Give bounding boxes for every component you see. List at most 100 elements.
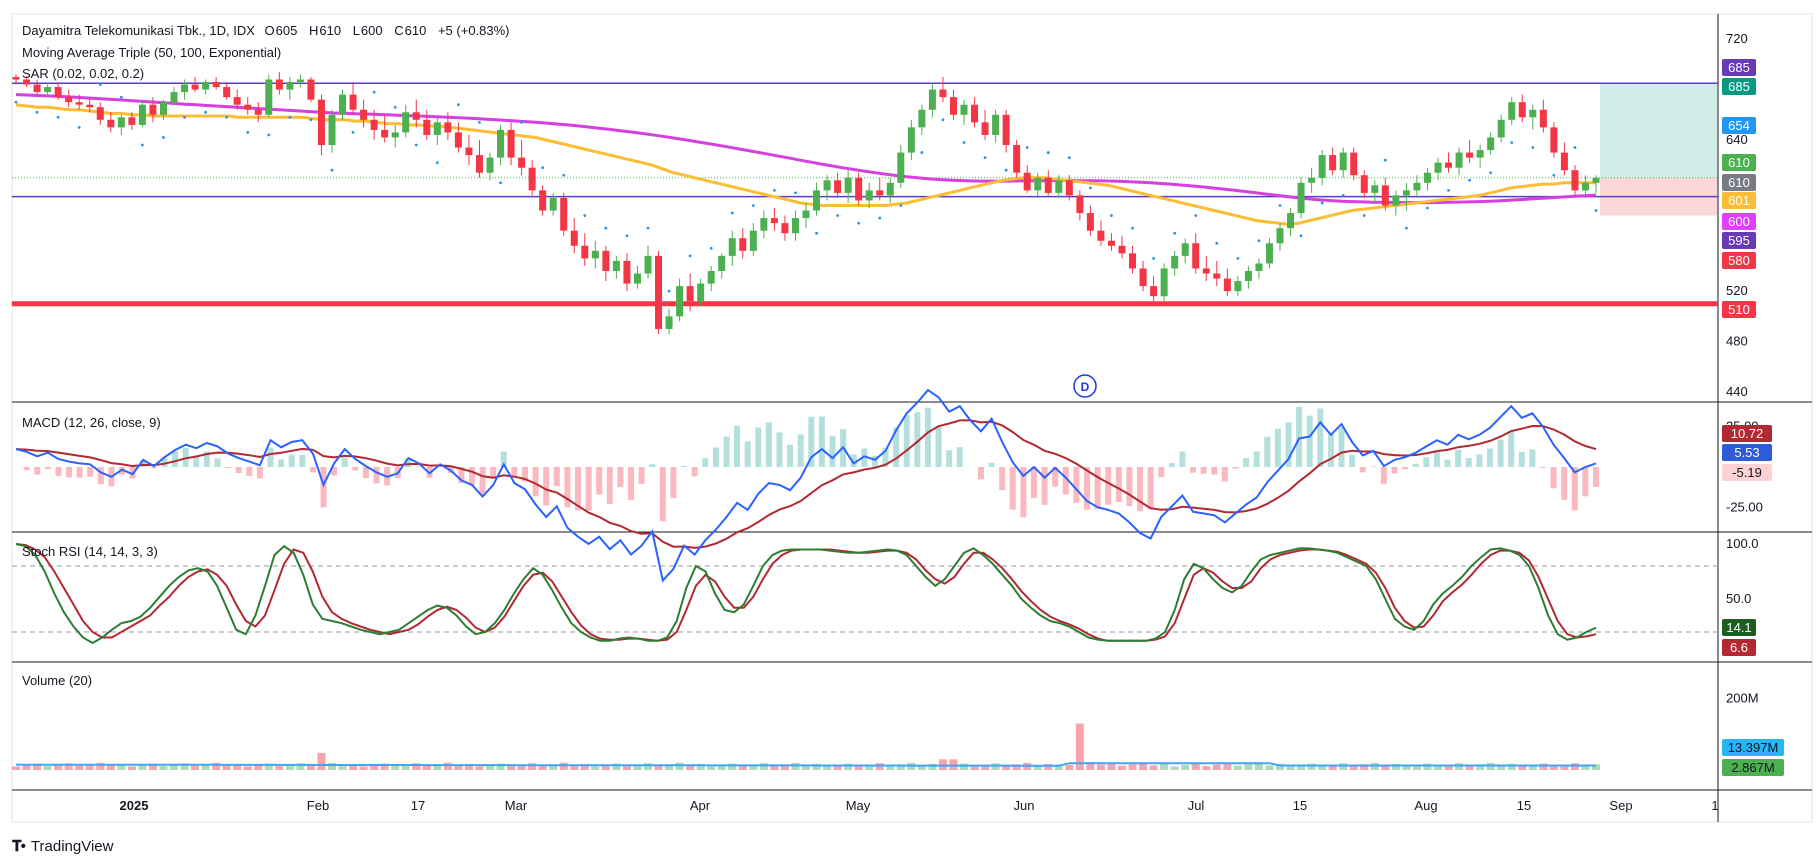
sar-legend[interactable]: SAR (0.02, 0.02, 0.2)	[22, 66, 145, 81]
price-axis-badge-label: 580	[1728, 253, 1750, 268]
macd-histogram-bar	[1412, 463, 1419, 467]
macd-histogram-bar	[1338, 427, 1345, 467]
volume-bar	[517, 764, 526, 770]
macd-histogram-bar	[1264, 436, 1271, 467]
candle	[1287, 213, 1295, 229]
candle	[12, 76, 20, 80]
candle	[1076, 195, 1084, 214]
symbol-title: Dayamitra Telekomunikasi Tbk., 1D, IDX	[22, 23, 255, 38]
candle	[107, 119, 115, 128]
candle	[44, 87, 52, 93]
candle	[475, 155, 483, 173]
candle	[286, 82, 294, 90]
volume-bar	[64, 763, 73, 770]
time-tick-label: 15	[1293, 798, 1307, 813]
macd-histogram-bar	[628, 467, 635, 500]
candle	[1476, 150, 1484, 158]
candle	[1297, 182, 1305, 214]
macd-histogram-bar	[638, 467, 645, 484]
macd-legend[interactable]: MACD (12, 26, close, 9)	[22, 415, 161, 430]
volume-bar	[380, 763, 389, 770]
symbol-legend: Dayamitra Telekomunikasi Tbk., 1D, IDX O…	[22, 23, 510, 38]
sar-dot	[225, 115, 229, 119]
sar-dot	[646, 226, 650, 230]
macd-tick-label: -25.00	[1726, 500, 1763, 515]
macd-histogram-bar	[1200, 467, 1207, 474]
volume-bar	[1444, 764, 1453, 770]
chart-frame	[11, 13, 1813, 823]
candle	[138, 104, 146, 125]
macd-histogram-bar	[225, 467, 232, 469]
volume-bar	[338, 765, 347, 770]
volume-bar	[243, 766, 252, 770]
price-axis-badge-label: 600	[1728, 214, 1750, 229]
candle	[665, 316, 673, 329]
volume-bar	[686, 765, 695, 770]
sar-dot	[119, 95, 123, 99]
candle	[149, 104, 157, 115]
candle	[1181, 243, 1189, 256]
volume-value-badge	[1722, 739, 1784, 756]
volume-bar	[970, 766, 979, 770]
volume-bar	[644, 763, 652, 770]
sar-dot	[773, 188, 776, 192]
open-label: O	[264, 23, 275, 38]
time-tick-label: May	[846, 798, 871, 813]
volume-value-badge	[1722, 759, 1784, 776]
sar-dot	[1594, 209, 1598, 212]
volume-value-badge-label: 2.867M	[1731, 760, 1774, 775]
volume-bar	[791, 762, 800, 770]
volume-legend[interactable]: Volume (20)	[22, 673, 93, 688]
candle	[1539, 109, 1547, 128]
candle	[855, 177, 863, 201]
macd-histogram-bar	[1539, 467, 1546, 468]
sar-dot	[77, 125, 81, 129]
macd-histogram-bar	[331, 467, 338, 476]
stoch-rsi-legend[interactable]: Stoch RSI (14, 14, 3, 3)	[22, 544, 158, 559]
volume-bar	[1528, 765, 1537, 770]
volume-bar	[1518, 766, 1527, 770]
volume-bar	[1139, 762, 1148, 770]
volume-bar	[622, 766, 631, 770]
candle	[791, 218, 799, 234]
volume-bar	[1160, 763, 1169, 770]
sar-dot	[499, 181, 502, 185]
candle	[886, 182, 894, 196]
footer-brand[interactable]: 𝐓• TradingView	[12, 838, 113, 855]
volume-bar	[201, 764, 210, 770]
volume-bar	[612, 763, 621, 770]
volume-bar	[1297, 765, 1306, 770]
macd-histogram-bar	[1327, 433, 1334, 467]
sar-dot	[1236, 256, 1240, 260]
volume-bar	[981, 764, 990, 770]
candle	[1445, 162, 1453, 168]
macd-histogram-bar	[1296, 406, 1303, 467]
macd-histogram-bar	[670, 467, 677, 499]
ma-legend[interactable]: Moving Average Triple (50, 100, Exponent…	[22, 45, 282, 60]
macd-histogram-bar	[914, 412, 921, 467]
macd-histogram-bar	[1062, 467, 1069, 495]
macd-histogram-bar	[1041, 467, 1048, 505]
macd-histogram-bar	[1349, 454, 1356, 467]
sar-dot	[309, 118, 313, 122]
stoch-value-badge	[1722, 639, 1756, 656]
macd-histogram-bar	[956, 447, 963, 467]
stoch-d-line	[15, 543, 1597, 642]
macd-histogram-bar	[543, 467, 550, 506]
volume-bar	[1318, 766, 1327, 770]
sar-dot	[688, 254, 692, 258]
volume-bar	[1349, 765, 1358, 770]
volume-bar	[1202, 766, 1211, 770]
volume-bar	[917, 765, 926, 770]
macd-histogram-bar	[1030, 467, 1037, 499]
volume-bar	[1012, 764, 1021, 770]
candle	[1529, 109, 1537, 118]
candle	[1308, 177, 1316, 183]
macd-histogram-bar	[1221, 467, 1228, 482]
candle	[1023, 172, 1031, 191]
volume-bar	[812, 763, 821, 770]
stoch-tick-label: 50.0	[1726, 591, 1751, 606]
volume-value-badge-label: 13.397M	[1728, 740, 1779, 755]
price-axis-badge-label: 595	[1728, 233, 1750, 248]
